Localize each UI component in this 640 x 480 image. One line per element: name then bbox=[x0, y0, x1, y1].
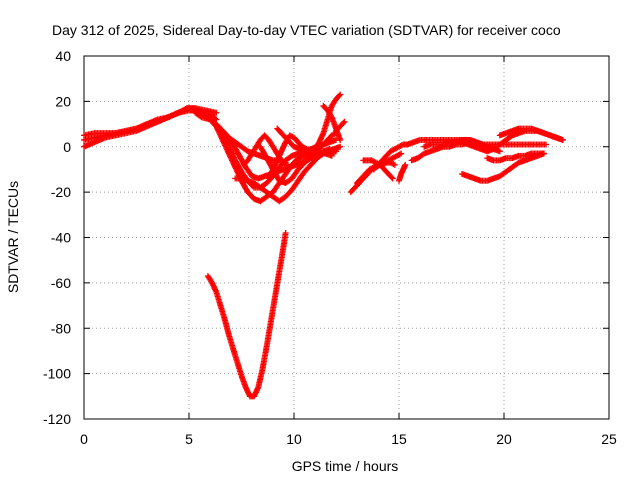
x-tick-label: 15 bbox=[391, 431, 407, 447]
data-point bbox=[341, 118, 348, 125]
y-tick-label: 40 bbox=[55, 48, 71, 64]
y-tick-label: -80 bbox=[51, 320, 71, 336]
y-tick-label: 20 bbox=[55, 93, 71, 109]
x-tick-label: 5 bbox=[185, 431, 193, 447]
data-point bbox=[328, 152, 335, 159]
data-point bbox=[213, 109, 220, 116]
chart-title: Day 312 of 2025, Sidereal Day-to-day VTE… bbox=[52, 22, 561, 38]
data-point bbox=[337, 143, 344, 150]
y-tick-label: -100 bbox=[43, 366, 71, 382]
series-arc-j bbox=[257, 143, 339, 187]
y-tick-labels: -120 -100 -80 -60 -40 -20 0 20 40 bbox=[43, 48, 71, 427]
data-point bbox=[337, 136, 344, 143]
y-tick-label: -60 bbox=[51, 275, 71, 291]
y-tick-label: 0 bbox=[63, 139, 71, 155]
y-axis-title: SDTVAR / TECUs bbox=[5, 181, 21, 293]
x-tick-labels: 0 5 10 15 20 25 bbox=[80, 431, 617, 447]
series-arc-p bbox=[347, 150, 405, 196]
data-point bbox=[496, 148, 503, 155]
series-arc-h bbox=[232, 150, 327, 205]
y-tick-label: -20 bbox=[51, 184, 71, 200]
series-arc-z bbox=[459, 150, 547, 184]
axis-ticks bbox=[83, 55, 610, 420]
y-tick-label: -120 bbox=[43, 411, 71, 427]
data-point bbox=[336, 92, 343, 99]
x-tick-label: 0 bbox=[80, 431, 88, 447]
data-point bbox=[402, 161, 409, 168]
x-tick-label: 20 bbox=[496, 431, 512, 447]
series-arc-aa bbox=[484, 150, 547, 164]
grid-lines bbox=[84, 56, 609, 419]
data-point bbox=[389, 175, 396, 182]
series-arc-o bbox=[333, 118, 348, 134]
x-tick-label: 25 bbox=[601, 431, 617, 447]
series-arc-dip bbox=[204, 229, 289, 400]
data-points bbox=[81, 91, 566, 400]
x-tick-label: 10 bbox=[286, 431, 302, 447]
data-point bbox=[299, 152, 306, 159]
series-arc-i bbox=[240, 132, 306, 171]
series-arc-l bbox=[274, 125, 335, 159]
data-point bbox=[388, 174, 395, 181]
data-point bbox=[298, 153, 305, 160]
data-point bbox=[337, 91, 344, 98]
data-point bbox=[559, 136, 566, 143]
plot-frame bbox=[83, 55, 610, 420]
data-point bbox=[391, 161, 398, 168]
series-arc-y bbox=[496, 125, 566, 143]
data-point bbox=[340, 119, 347, 126]
data-point bbox=[398, 150, 405, 157]
y-tick-label: -40 bbox=[51, 230, 71, 246]
data-point bbox=[282, 229, 289, 236]
data-point bbox=[540, 150, 547, 157]
series-arc-t bbox=[396, 161, 409, 184]
data-point bbox=[333, 148, 339, 155]
x-axis-title: GPS time / hours bbox=[292, 458, 399, 474]
data-point bbox=[543, 141, 549, 148]
